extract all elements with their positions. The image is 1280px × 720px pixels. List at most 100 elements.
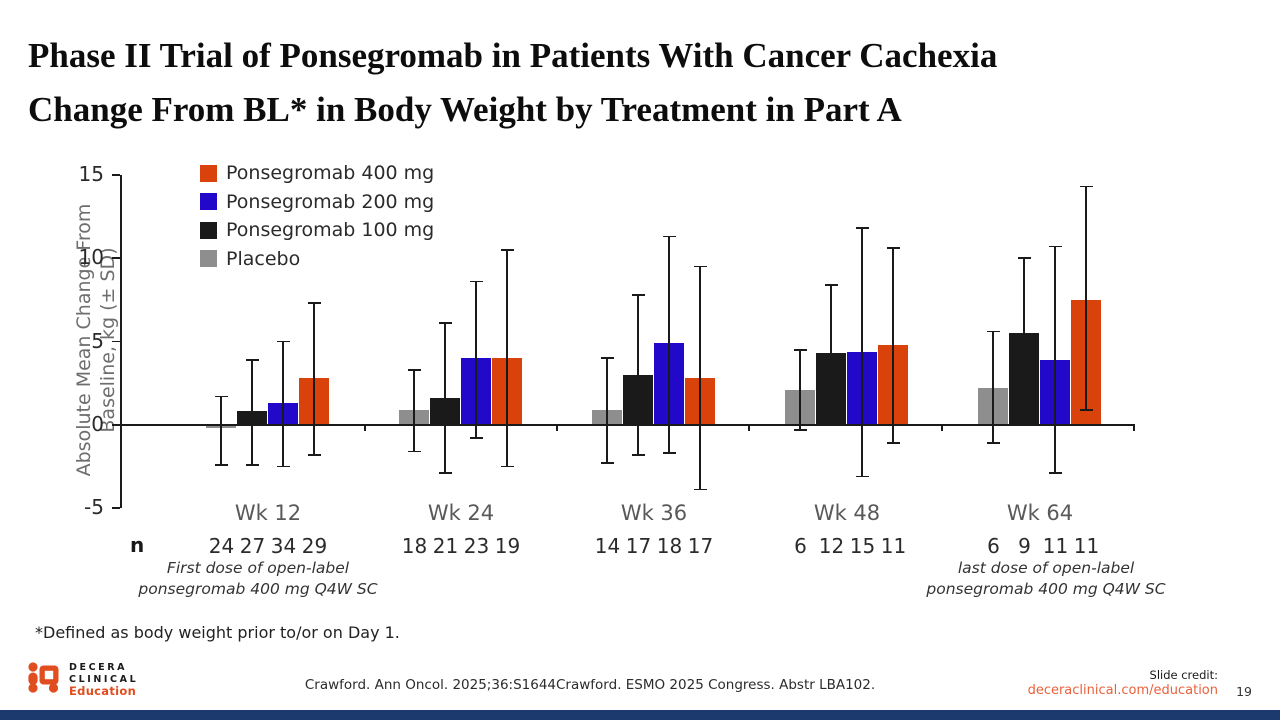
- x-axis-tick: [364, 424, 366, 431]
- error-bar-cap-bottom: [500, 465, 514, 468]
- x-axis-tick: [1133, 424, 1135, 431]
- error-bar: [637, 294, 639, 455]
- error-bar-cap-top: [1079, 185, 1093, 188]
- x-axis-line: [120, 423, 1135, 426]
- n-value: 21: [432, 534, 459, 558]
- legend-label: Ponsegromab 100 mg: [226, 219, 435, 241]
- error-bar-cap-top: [1017, 257, 1031, 260]
- error-bar: [799, 349, 801, 430]
- y-axis-tick: [112, 340, 120, 343]
- legend-item: Ponsegromab 200 mg: [200, 191, 434, 213]
- annotation-first-dose: First dose of open-label ponsegromab 400…: [98, 558, 418, 600]
- x-axis-group-label: Wk 36: [620, 501, 688, 525]
- error-bar: [1054, 246, 1056, 474]
- annotation-last-dose-line2: ponsegromab 400 mg Q4W SC: [926, 580, 1166, 598]
- error-bar-cap-top: [307, 302, 321, 304]
- logo-text: DECERA CLINICAL Education: [69, 662, 138, 698]
- error-bar: [699, 266, 701, 490]
- error-bar-cap-bottom: [855, 475, 869, 478]
- error-bar-cap-top: [469, 280, 483, 283]
- page-number: 19: [1236, 684, 1252, 699]
- bottom-accent-bar: [0, 710, 1280, 720]
- n-value: 14: [594, 534, 621, 558]
- error-bar: [282, 341, 284, 467]
- slide-credit-link[interactable]: deceraclinical.com/education: [1027, 683, 1218, 698]
- n-value: 6: [987, 534, 1000, 558]
- chart-legend: Ponsegromab 400 mg Ponsegromab 200 mg Pons…: [200, 162, 434, 276]
- error-bar: [892, 248, 894, 444]
- n-value: 17: [687, 534, 714, 558]
- x-axis-tick: [120, 424, 122, 431]
- legend-swatch: [200, 221, 217, 239]
- error-bar-cap-top: [855, 227, 869, 230]
- logo-text-education: Education: [69, 684, 137, 698]
- y-axis-tick-label: -5: [84, 495, 104, 519]
- error-bar-cap-top: [600, 357, 614, 359]
- n-value: 18: [401, 534, 428, 558]
- error-bar: [668, 236, 670, 454]
- error-bar-cap-bottom: [793, 428, 807, 431]
- error-bar-cap-top: [500, 249, 514, 251]
- error-bar-cap-top: [631, 294, 645, 296]
- error-bar: [861, 228, 863, 477]
- legend-swatch: [200, 250, 217, 267]
- error-bar-cap-bottom: [307, 453, 321, 456]
- error-bar-cap-bottom: [986, 442, 1000, 444]
- y-axis-tick: [112, 507, 120, 509]
- n-value: 17: [625, 534, 652, 558]
- legend-label: Ponsegromab 200 mg: [226, 190, 435, 213]
- error-bar-cap-bottom: [824, 420, 838, 423]
- legend-swatch: [200, 193, 217, 210]
- error-bar-cap-top: [986, 330, 1000, 333]
- error-bar-cap-bottom: [214, 463, 228, 466]
- n-value: 11: [880, 534, 907, 558]
- error-bar: [1085, 186, 1087, 410]
- error-bar-cap-bottom: [886, 442, 900, 444]
- y-axis-tick: [112, 174, 120, 176]
- error-bar-cap-top: [1048, 245, 1062, 248]
- y-axis-tick-label: 5: [91, 328, 104, 353]
- n-value: 27: [239, 534, 266, 558]
- legend-item: Placebo: [200, 248, 434, 270]
- citation-text: Crawford. Ann Oncol. 2025;36:S1644Crawfo…: [304, 677, 876, 693]
- error-bar-cap-top: [662, 235, 676, 238]
- n-value: 24: [208, 534, 235, 558]
- error-bar: [251, 359, 253, 465]
- error-bar-cap-top: [793, 349, 807, 351]
- legend-swatch: [200, 164, 217, 182]
- x-axis-tick: [941, 424, 943, 431]
- y-axis-tick-label: 10: [78, 245, 104, 270]
- n-value: 11: [1073, 534, 1100, 558]
- error-bar-cap-bottom: [600, 462, 614, 464]
- error-bar-cap-bottom: [1079, 408, 1093, 411]
- n-value: 18: [656, 534, 683, 558]
- error-bar-cap-bottom: [245, 463, 259, 466]
- error-bar-cap-bottom: [662, 452, 676, 454]
- decera-logo-icon: [28, 662, 59, 693]
- annotation-first-dose-line1: First dose of open-label: [166, 559, 350, 577]
- error-bar-cap-bottom: [469, 437, 483, 439]
- n-value: 34: [270, 534, 297, 558]
- decera-clinical-logo: DECERA CLINICAL Education: [28, 662, 138, 698]
- error-bar-cap-bottom: [693, 488, 707, 491]
- annotation-last-dose: last dose of open-label ponsegromab 400 …: [886, 558, 1206, 600]
- legend-label: Ponsegromab 400 mg: [226, 162, 435, 184]
- page-subtitle: Change From BL* in Body Weight by Treatm…: [28, 90, 902, 129]
- x-axis-group-label: Wk 12: [234, 501, 302, 525]
- legend-item: Ponsegromab 100 mg: [200, 219, 434, 241]
- page-title: Phase II Trial of Ponsegromab in Patient…: [28, 36, 998, 75]
- n-value: 19: [494, 534, 521, 558]
- error-bar: [475, 281, 477, 439]
- y-axis-tick-label: 15: [78, 162, 104, 186]
- n-row-label: n: [130, 533, 145, 557]
- y-axis-line: [120, 175, 122, 508]
- logo-text-line1: DECERA: [69, 662, 128, 673]
- x-axis-tick: [748, 424, 750, 431]
- error-bar-cap-top: [886, 247, 900, 250]
- error-bar-cap-top: [407, 369, 421, 371]
- n-value: 12: [818, 534, 845, 558]
- error-bar-cap-bottom: [631, 453, 645, 456]
- error-bar: [992, 331, 994, 444]
- error-bar: [506, 249, 508, 467]
